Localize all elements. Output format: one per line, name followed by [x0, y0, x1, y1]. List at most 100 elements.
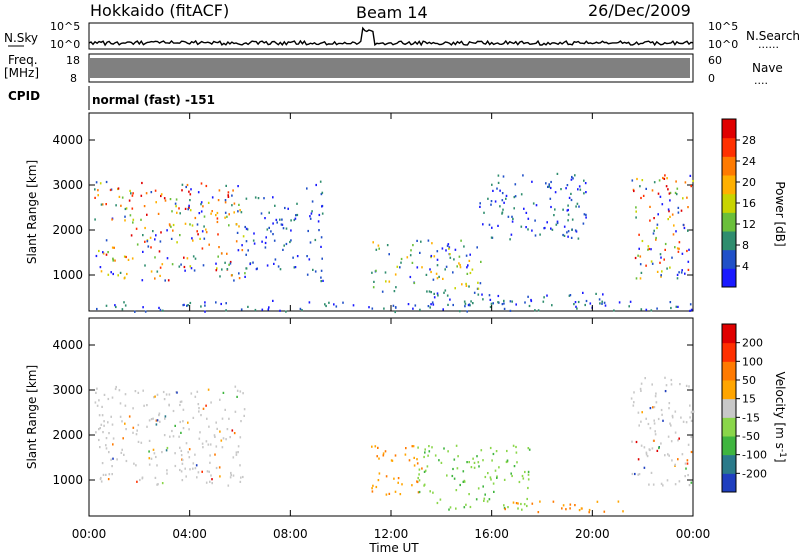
range-cell	[651, 262, 654, 265]
range-cell	[158, 306, 160, 309]
range-cell	[272, 196, 274, 199]
range-cell	[111, 396, 114, 399]
range-cell	[645, 453, 648, 456]
range-cell	[237, 451, 239, 454]
range-cell	[483, 497, 486, 500]
range-cell	[375, 269, 377, 272]
x-tick-label: 04:00	[172, 527, 207, 541]
range-cell	[105, 437, 108, 440]
range-cell	[445, 249, 447, 252]
range-cell	[565, 508, 567, 511]
range-cell	[98, 428, 100, 431]
range-cell	[257, 197, 260, 200]
range-cell	[524, 470, 526, 474]
range-cell	[315, 183, 317, 187]
range-cell	[236, 231, 239, 234]
range-cell	[293, 218, 296, 222]
range-cell	[446, 474, 448, 477]
range-cell	[562, 504, 565, 507]
range-cell	[183, 265, 186, 269]
range-cell	[239, 480, 242, 483]
range-cell	[443, 447, 445, 450]
range-cell	[585, 299, 588, 303]
range-cell	[539, 233, 541, 236]
range-cell	[168, 393, 171, 396]
range-cell	[658, 446, 660, 450]
range-cell	[388, 492, 391, 495]
range-cell	[226, 215, 228, 218]
range-cell	[293, 266, 296, 269]
range-cell	[643, 446, 646, 449]
colorbar-segment	[722, 342, 736, 362]
range-cell	[675, 230, 677, 233]
range-cell	[689, 309, 691, 312]
range-cell	[182, 304, 184, 307]
range-cell	[228, 213, 230, 216]
nave-legend-dots: ....	[754, 74, 768, 87]
range-cell	[121, 420, 123, 423]
range-cell	[160, 194, 162, 198]
range-cell	[318, 213, 321, 217]
range-cell	[635, 210, 637, 213]
range-cell	[200, 203, 202, 206]
range-cell	[108, 473, 111, 476]
range-cell	[189, 301, 192, 305]
range-cell	[544, 226, 546, 230]
range-cell	[503, 201, 505, 204]
range-cell	[99, 427, 101, 430]
range-cell	[651, 189, 654, 192]
range-cell	[296, 202, 298, 205]
range-cell	[631, 179, 634, 182]
colorbar-segment	[722, 268, 736, 288]
range-cell	[159, 240, 162, 243]
range-cell	[532, 202, 535, 205]
range-cell	[279, 268, 282, 271]
range-cell	[546, 294, 548, 297]
range-cell	[237, 210, 239, 213]
colorbar-segment	[722, 231, 736, 251]
range-cell	[231, 204, 233, 207]
range-cell	[168, 404, 170, 407]
range-cell	[110, 458, 112, 461]
range-cell	[216, 220, 219, 224]
range-cell	[187, 304, 189, 307]
range-cell	[129, 189, 131, 192]
range-cell	[166, 229, 168, 232]
range-cell	[188, 448, 191, 451]
range-cell	[232, 189, 234, 192]
range-cell	[520, 193, 523, 196]
range-cell	[411, 445, 414, 448]
colorbar-tick-label: -15	[742, 411, 760, 424]
range-cell	[452, 467, 454, 471]
range-cell	[668, 192, 671, 195]
range-cell	[675, 193, 678, 196]
range-cell	[602, 293, 604, 296]
range-cell	[156, 419, 159, 422]
range-cell	[531, 229, 533, 232]
range-cell	[112, 457, 114, 460]
range-cell	[441, 247, 444, 250]
range-cell	[154, 395, 156, 398]
range-cell	[497, 181, 500, 184]
range-cell	[433, 296, 436, 299]
range-cell	[527, 295, 529, 298]
range-cell	[459, 266, 462, 269]
range-cell	[549, 197, 552, 200]
range-cell	[130, 192, 132, 195]
range-cell	[521, 474, 524, 478]
range-cell	[578, 509, 581, 512]
range-cell	[506, 459, 509, 462]
colorbar-segment	[722, 156, 736, 176]
range-cell	[657, 192, 660, 195]
x-tick-label: 00:00	[72, 527, 107, 541]
range-cell	[664, 390, 667, 393]
range-cell	[455, 489, 458, 492]
range-cell	[671, 213, 674, 216]
range-cell	[651, 383, 653, 386]
range-cell	[645, 417, 647, 420]
range-cell	[528, 304, 531, 308]
range-cell	[499, 205, 501, 208]
range-cell	[469, 505, 472, 509]
range-cell	[537, 309, 540, 312]
range-cell	[690, 450, 693, 454]
